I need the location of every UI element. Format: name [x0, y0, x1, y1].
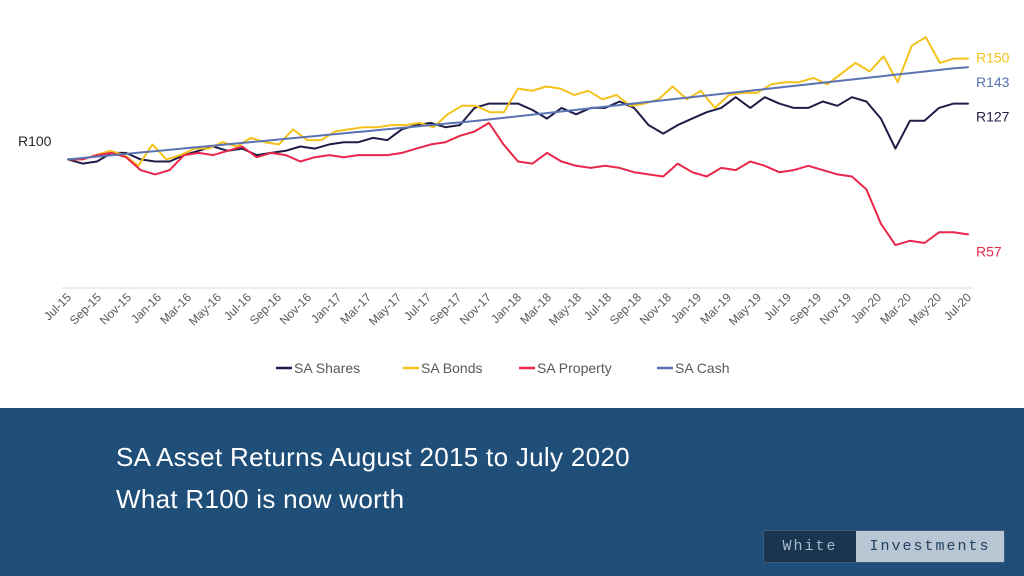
- x-tick-sep-19: Sep-19: [787, 290, 824, 327]
- legend-label-sa-cash: SA Cash: [675, 360, 729, 376]
- x-tick-may-16: May-16: [186, 290, 224, 328]
- x-tick-nov-15: Nov-15: [97, 290, 134, 327]
- end-label-sa-property: R57: [976, 243, 1002, 259]
- series-line-sa-property: [67, 121, 969, 247]
- x-tick-jan-20: Jan-20: [848, 290, 884, 326]
- chart-title: SA Asset Returns August 2015 to July 202…: [116, 442, 630, 472]
- legend-label-sa-shares: SA Shares: [294, 360, 360, 376]
- x-tick-jan-17: Jan-17: [308, 290, 344, 326]
- x-tick-may-18: May-18: [546, 290, 584, 328]
- legend-label-sa-property: SA Property: [537, 360, 612, 376]
- line-chart: Jul-15Sep-15Nov-15Jan-16Mar-16May-16Jul-…: [18, 36, 1010, 376]
- x-tick-nov-19: Nov-19: [817, 290, 854, 327]
- x-tick-jul-20: Jul-20: [941, 290, 974, 323]
- x-tick-sep-17: Sep-17: [427, 290, 464, 327]
- series-lines: [67, 36, 969, 247]
- start-label: R100: [18, 133, 52, 149]
- x-tick-sep-15: Sep-15: [67, 290, 104, 327]
- chart-subtitle: What R100 is now worth: [116, 484, 405, 514]
- x-tick-nov-16: Nov-16: [277, 290, 314, 327]
- white-investments-logo: White Investments: [763, 530, 1005, 563]
- legend: SA Shares SA Bonds SA Property SA Cash: [276, 360, 729, 376]
- x-tick-labels: Jul-15Sep-15Nov-15Jan-16Mar-16May-16Jul-…: [41, 290, 974, 328]
- x-tick-jan-18: Jan-18: [488, 290, 524, 326]
- series-line-sa-cash: [67, 66, 969, 161]
- end-label-sa-cash: R143: [976, 74, 1010, 90]
- x-tick-sep-16: Sep-16: [247, 290, 284, 327]
- x-tick-jan-16: Jan-16: [128, 290, 164, 326]
- logo-part-white: White: [764, 531, 856, 562]
- x-tick-may-20: May-20: [906, 290, 944, 328]
- logo-part-investments: Investments: [856, 531, 1004, 562]
- x-tick-nov-18: Nov-18: [637, 290, 674, 327]
- x-tick-may-19: May-19: [726, 290, 764, 328]
- x-tick-jan-19: Jan-19: [668, 290, 704, 326]
- x-tick-may-17: May-17: [366, 290, 404, 328]
- series-line-sa-shares: [67, 96, 969, 165]
- end-labels: R127 R150 R57 R143: [976, 50, 1010, 260]
- x-tick-sep-18: Sep-18: [607, 290, 644, 327]
- end-label-sa-shares: R127: [976, 109, 1010, 125]
- end-label-sa-bonds: R150: [976, 50, 1010, 66]
- x-tick-nov-17: Nov-17: [457, 290, 494, 327]
- legend-label-sa-bonds: SA Bonds: [421, 360, 483, 376]
